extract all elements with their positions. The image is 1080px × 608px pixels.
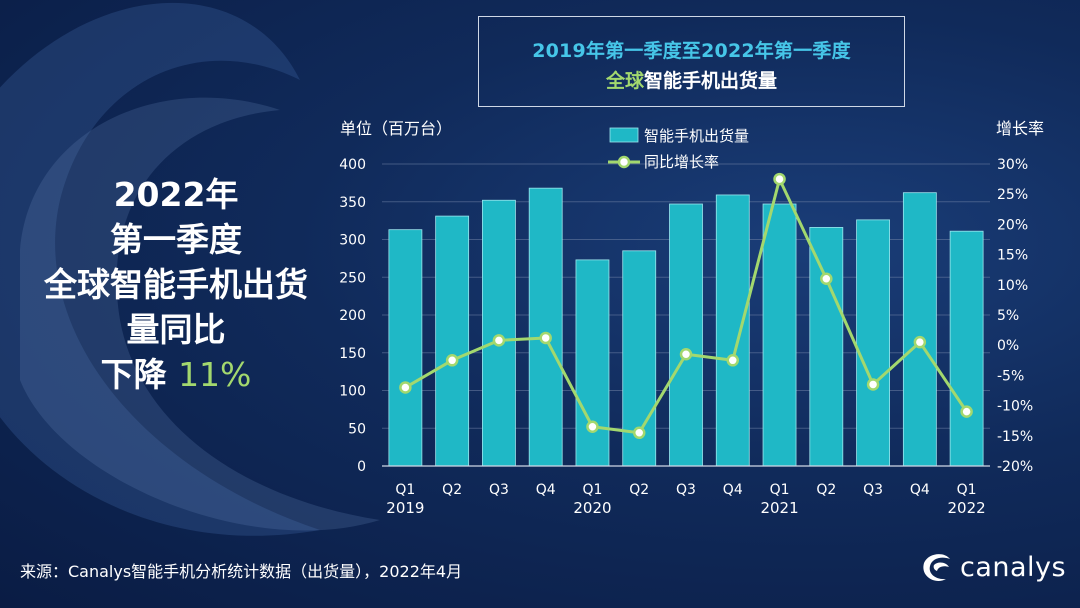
legend-bar-label: 智能手机出货量	[644, 127, 749, 145]
x-axis-quarter-label: Q4	[723, 482, 743, 498]
x-axis-year-label: 2020	[573, 499, 611, 517]
growth-rate-point	[399, 381, 412, 394]
growth-rate-point	[586, 420, 599, 433]
bar-q3	[482, 199, 516, 467]
source-note: 来源：Canalys智能手机分析统计数据（出货量），2022年4月	[20, 562, 463, 581]
left-axis-tick-label: 250	[339, 270, 366, 286]
right-axis-tick-label: 10%	[997, 278, 1028, 294]
legend-line-marker	[617, 155, 631, 169]
right-axis-title: 增长率	[996, 119, 1044, 138]
x-axis-quarter-label: Q2	[629, 482, 649, 498]
growth-rate-point	[445, 354, 459, 367]
left-axis-tick-label: 50	[348, 421, 366, 437]
x-axis-quarter-label: Q2	[442, 482, 462, 498]
growth-rate-point	[726, 354, 740, 367]
growth-rate-point	[866, 378, 880, 391]
canalys-logo-text: canalys	[960, 551, 1067, 583]
growth-rate-point	[492, 334, 506, 347]
headline-decline-percent: 11%	[178, 355, 252, 394]
chart-title-line1: 2019年第一季度至2022年第一季度	[532, 40, 851, 62]
canalys-logo: canalys	[918, 549, 1066, 585]
bar-q2	[809, 227, 844, 467]
legend-line-label: 同比增长率	[644, 153, 719, 171]
x-axis-quarter-label: Q3	[676, 482, 696, 498]
left-axis-tick-label: 0	[357, 459, 366, 475]
right-axis-tick-label: 0%	[997, 338, 1019, 354]
growth-rate-point	[539, 331, 552, 345]
right-axis-tick-label: -15%	[997, 429, 1033, 445]
right-axis-tick-label: -20%	[997, 459, 1033, 475]
bar-q1	[949, 230, 984, 467]
bar-q4	[902, 192, 937, 467]
bar-q1	[388, 229, 423, 467]
right-axis-tick-label: 25%	[997, 187, 1028, 203]
bar-q2	[435, 215, 470, 467]
x-axis-quarter-label: Q3	[489, 482, 509, 498]
left-axis-title: 单位（百万台）	[340, 119, 452, 138]
right-axis-tick-label: 5%	[997, 308, 1019, 324]
right-axis-tick-label: 20%	[997, 217, 1028, 233]
bar-q4	[528, 187, 563, 467]
left-axis-tick-label: 150	[339, 346, 366, 362]
headline-line3: 全球智能手机出货	[44, 265, 308, 304]
chart-title-highlight: 全球	[605, 70, 644, 92]
x-axis-quarter-label: Q1	[957, 482, 977, 498]
growth-rate-point	[679, 348, 693, 361]
bar-q1	[762, 203, 797, 467]
growth-rate-point	[820, 272, 833, 286]
x-axis-quarter-label: Q2	[816, 482, 836, 498]
growth-rate-point	[960, 405, 973, 418]
chart-title-box: 2019年第一季度至2022年第一季度 全球智能手机出货量	[478, 16, 905, 107]
headline-line4: 量同比	[126, 310, 226, 349]
bar-q1	[575, 259, 610, 467]
chart-title-line2: 全球智能手机出货量	[479, 66, 904, 93]
growth-rate-point	[773, 172, 786, 186]
x-axis-quarter-label: Q4	[910, 482, 930, 498]
x-axis-quarter-label: Q4	[536, 482, 556, 498]
bar-q4	[715, 194, 750, 467]
right-axis-tick-label: 30%	[997, 157, 1028, 173]
right-axis-tick-label: 15%	[997, 248, 1028, 264]
legend-bar-swatch	[609, 127, 639, 143]
x-axis-year-label: 2021	[760, 499, 798, 517]
bar-q3	[669, 203, 703, 467]
right-axis-tick-label: -10%	[997, 399, 1033, 415]
x-axis-year-label: 2022	[948, 499, 986, 517]
left-axis-tick-label: 300	[339, 233, 366, 249]
x-axis-quarter-label: Q3	[863, 482, 883, 498]
headline-line5: 下降 11%	[20, 352, 332, 397]
left-axis-tick-label: 200	[339, 308, 366, 324]
left-axis-tick-label: 350	[339, 195, 366, 211]
headline-decline-label: 下降	[100, 355, 179, 394]
x-axis-quarter-label: Q1	[582, 482, 602, 498]
x-axis-quarter-label: Q1	[395, 482, 415, 498]
headline-line2: 第一季度	[110, 220, 242, 259]
right-axis-tick-label: -5%	[997, 368, 1024, 384]
left-axis-tick-label: 400	[339, 157, 366, 173]
left-axis-tick-label: 100	[339, 384, 366, 400]
headline-callout: 2022年 第一季度 全球智能手机出货 量同比 下降 11%	[20, 172, 332, 397]
headline-line1: 2022年	[113, 175, 239, 214]
chart-title-rest: 智能手机出货量	[644, 70, 778, 92]
growth-rate-point	[913, 335, 927, 349]
growth-rate-point	[632, 426, 646, 440]
bar-q3	[856, 219, 890, 467]
x-axis-quarter-label: Q1	[770, 482, 790, 498]
canalys-logo-icon	[923, 554, 950, 582]
x-axis-year-label: 2019	[386, 499, 424, 517]
